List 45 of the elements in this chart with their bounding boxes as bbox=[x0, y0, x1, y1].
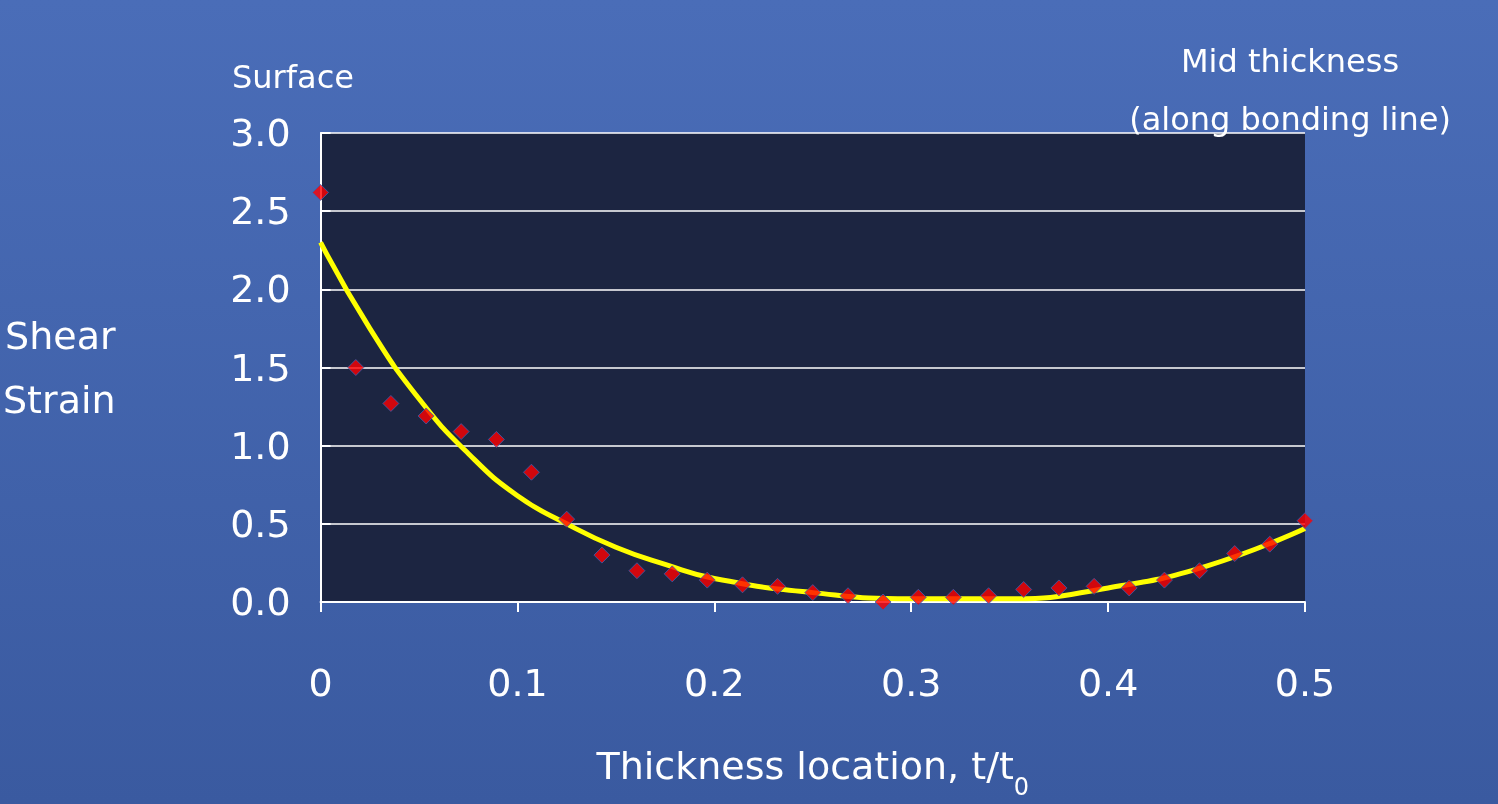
point bbox=[487, 430, 505, 448]
point bbox=[839, 587, 857, 605]
y-tick-label: 1.0 bbox=[230, 423, 291, 468]
point bbox=[874, 593, 892, 611]
point bbox=[1226, 545, 1244, 563]
point bbox=[452, 423, 470, 441]
x-tick-label: 0.5 bbox=[1274, 661, 1336, 705]
point bbox=[804, 584, 822, 602]
x-tick-label: 0.4 bbox=[1077, 661, 1139, 705]
annotation: Mid thickness (along bonding line) bbox=[1129, 42, 1451, 138]
point bbox=[382, 394, 400, 412]
point bbox=[1085, 577, 1103, 595]
y-tick-label: 2.0 bbox=[230, 267, 291, 312]
point bbox=[312, 183, 330, 201]
point bbox=[980, 587, 998, 605]
y-tick-label: 0.0 bbox=[230, 580, 291, 624]
point bbox=[734, 576, 751, 594]
point bbox=[558, 510, 576, 528]
point bbox=[663, 565, 681, 583]
point bbox=[417, 407, 435, 425]
y-tick-label: 2.5 bbox=[230, 189, 291, 234]
point bbox=[1015, 580, 1033, 598]
text: Surface bbox=[232, 58, 354, 96]
point bbox=[522, 463, 540, 481]
point bbox=[1155, 571, 1173, 589]
point bbox=[628, 562, 646, 580]
x-tick-label: 0.2 bbox=[684, 661, 745, 705]
point bbox=[1190, 562, 1208, 580]
y-tick-label: 1.5 bbox=[230, 345, 291, 390]
point bbox=[1261, 535, 1279, 553]
point bbox=[769, 577, 787, 595]
point bbox=[1050, 579, 1068, 597]
y-tick-label: 3.0 bbox=[230, 111, 291, 155]
point bbox=[347, 359, 365, 376]
x-tick-label: 0 bbox=[308, 661, 333, 705]
point bbox=[1120, 579, 1138, 597]
y-axis-title: Shear Strain bbox=[2, 313, 116, 422]
point bbox=[593, 546, 611, 564]
y-tick-label: 0.5 bbox=[230, 501, 291, 546]
point bbox=[944, 588, 962, 606]
x-tick-label: 0.1 bbox=[487, 661, 548, 705]
point bbox=[1296, 512, 1314, 530]
point bbox=[698, 571, 716, 589]
point bbox=[909, 588, 927, 606]
x-tick-label: 0.3 bbox=[881, 661, 942, 705]
